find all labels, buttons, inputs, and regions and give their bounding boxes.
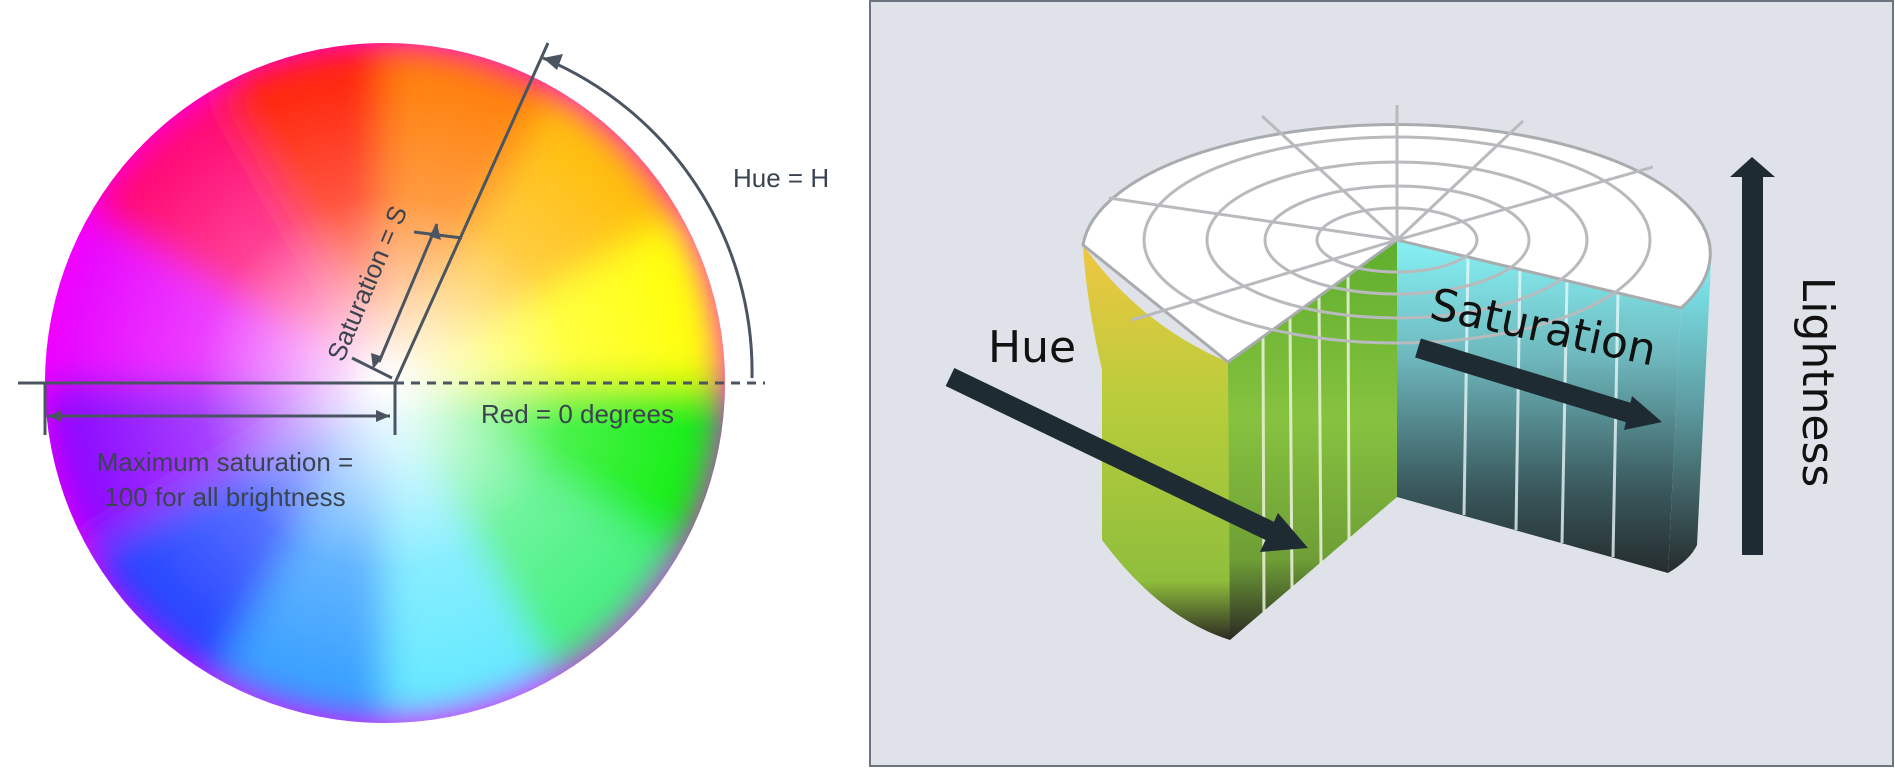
lightness-arrow-shaft bbox=[1742, 175, 1763, 555]
saturation-tick-inner bbox=[351, 356, 393, 380]
saturation-arrow-shaft bbox=[1415, 338, 1633, 423]
saturation-arrow-head bbox=[1624, 396, 1662, 430]
wheel-annotations bbox=[18, 42, 765, 435]
cylinder-arrows bbox=[945, 157, 1775, 555]
hue-arrow-head bbox=[1260, 513, 1308, 552]
hue-label: Hue bbox=[988, 322, 1076, 373]
cyan-face-stripes bbox=[1462, 256, 1620, 558]
cylinder-left-side bbox=[1083, 245, 1230, 640]
hue-arc-arrowhead bbox=[543, 54, 563, 70]
red-zero-degrees-label: Red = 0 degrees bbox=[481, 399, 674, 429]
lightness-label: Lightness bbox=[1792, 277, 1843, 488]
cylinder-top-face bbox=[1081, 123, 1712, 364]
lightness-arrow-head bbox=[1730, 157, 1775, 177]
hue-arrow-shaft bbox=[945, 367, 1277, 542]
saturation-dimension-line bbox=[377, 223, 439, 363]
saturation-arrowhead-top bbox=[429, 224, 441, 240]
radius-arrowhead-left bbox=[48, 410, 62, 422]
hue-h-label: Hue = H bbox=[733, 163, 829, 193]
radius-arrowhead-right bbox=[376, 410, 390, 422]
max-saturation-label-line2: 100 for all brightness bbox=[104, 482, 345, 512]
saturation-arrowhead-bottom bbox=[371, 353, 383, 369]
cylinder-right-side bbox=[1668, 263, 1711, 573]
max-saturation-label-line1: Maximum saturation = bbox=[97, 447, 353, 477]
hue-angle-line bbox=[393, 42, 550, 384]
top-face-grid bbox=[1108, 105, 1654, 345]
hue-arc bbox=[542, 56, 754, 379]
